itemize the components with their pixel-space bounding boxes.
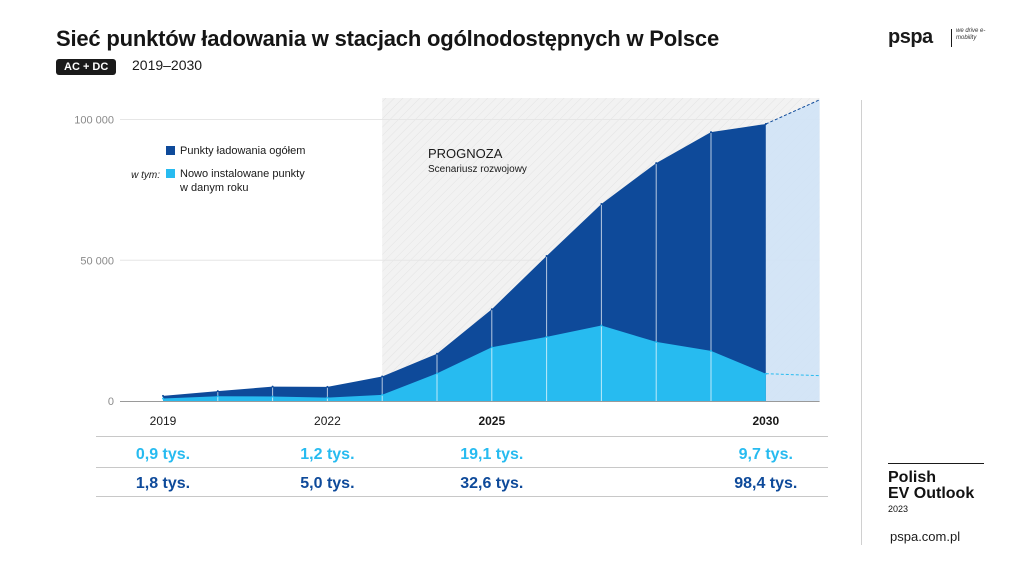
point-new-2025 (490, 346, 493, 349)
y-tick-label-1: 50 000 (80, 255, 114, 267)
logo-divider (951, 29, 952, 47)
point-new-2024 (436, 372, 438, 375)
table-new-2030: 9,7 tys. (739, 446, 793, 463)
legend-swatch-new (166, 169, 175, 178)
point-new-2020 (216, 395, 219, 398)
point-new-2026 (545, 335, 548, 338)
total-extension-area (765, 99, 820, 376)
x-tick-label-2025: 2025 (478, 414, 505, 428)
point-total-2030 (764, 123, 767, 126)
new-extension-line (765, 373, 820, 377)
point-new-2021 (271, 395, 274, 398)
vertical-divider (861, 100, 862, 545)
legend-label-total: Punkty ładowania ogółem (180, 145, 305, 157)
y-tick-label-0: 0 (108, 396, 114, 408)
point-total-2023 (381, 375, 384, 378)
point-new-2029 (710, 349, 712, 352)
forecast-title: PROGNOZA (428, 146, 503, 161)
point-total-2021 (271, 385, 274, 388)
point-new-2030 (764, 372, 767, 375)
x-tick-label-2019: 2019 (150, 414, 177, 428)
legend-prefix: w tym: (131, 170, 160, 181)
y-tick-label-2: 100 000 (74, 115, 114, 127)
point-total-2022 (326, 385, 329, 388)
table-new-2019: 0,9 tys. (136, 446, 190, 463)
table-new-2022: 1,2 tys. (300, 446, 354, 463)
new-extension-area (765, 373, 820, 401)
point-total-2026 (545, 255, 548, 258)
brand-title: Polish EV Outlook (888, 470, 974, 502)
point-total-2020 (216, 390, 219, 393)
point-new-2028 (655, 340, 658, 343)
series-new-area (163, 325, 766, 401)
point-new-2027 (600, 324, 603, 327)
logo-tagline: we drive e-mobility (956, 28, 986, 41)
point-total-2019 (162, 394, 164, 397)
website-link[interactable]: pspa.com.pl (890, 529, 961, 544)
charging-points-chart: 0 50 000 100 000 2019 2022 2025 2030 PROGNOZA Sc… (74, 98, 828, 497)
point-new-2022 (326, 396, 329, 399)
brand-line-2: EV Outlook (888, 485, 975, 502)
brand-rule (888, 463, 984, 464)
point-new-2019 (162, 397, 164, 400)
point-total-2028 (655, 162, 658, 165)
point-new-2023 (381, 393, 384, 396)
table-total-2019: 1,8 tys. (136, 475, 190, 492)
legend-label-new-1: Nowo instalowane punkty (180, 168, 305, 180)
brand-year: 2023 (888, 504, 909, 514)
legend-label-new-2: w danym roku (179, 182, 248, 194)
x-tick-label-2022: 2022 (314, 414, 341, 428)
table-new-2025: 19,1 tys. (460, 446, 523, 463)
x-tick-label-2030: 2030 (752, 414, 779, 428)
brand-line-1: Polish (888, 469, 937, 486)
table-total-2030: 98,4 tys. (734, 475, 797, 492)
point-total-2025 (490, 308, 493, 311)
table-total-2025: 32,6 tys. (460, 475, 523, 492)
forecast-subtitle: Scenariusz rozwojowy (428, 164, 527, 175)
legend-swatch-total (166, 146, 175, 155)
point-total-2029 (710, 131, 712, 134)
pspa-logo: pspa (888, 26, 933, 48)
ac-dc-badge: AC + DC (56, 59, 117, 75)
page-title: Sieć punktów ładowania w stacjach ogólno… (56, 26, 720, 51)
year-range: 2019–2030 (132, 57, 203, 73)
point-total-2027 (600, 202, 603, 205)
point-total-2024 (436, 352, 438, 355)
table-total-2022: 5,0 tys. (300, 475, 354, 492)
